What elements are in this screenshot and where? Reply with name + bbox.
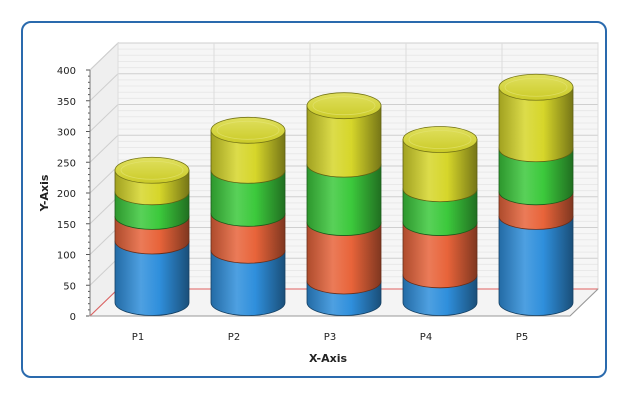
floor-right-edge bbox=[569, 288, 599, 317]
bar-segment bbox=[306, 105, 382, 178]
bar-segment bbox=[498, 86, 574, 163]
x-axis-title: X-Axis bbox=[309, 352, 348, 365]
bar-cap bbox=[210, 116, 286, 144]
bar-segment bbox=[210, 169, 286, 227]
bar-stack-p5 bbox=[498, 73, 574, 316]
x-tick-labels: P1 P2 P3 P4 P5 bbox=[132, 332, 528, 343]
y-tick-label: 100 bbox=[57, 251, 76, 262]
bar-segment bbox=[498, 216, 574, 316]
y-tick-label: 350 bbox=[57, 97, 76, 108]
y-tick-label: 50 bbox=[63, 281, 76, 292]
bar-segment bbox=[402, 139, 478, 203]
y-tick-label: 200 bbox=[57, 189, 76, 200]
y-tick-label: 0 bbox=[70, 312, 76, 323]
bar-cap bbox=[114, 156, 190, 184]
bar-stack-p3 bbox=[306, 92, 382, 316]
gridline-depth bbox=[89, 134, 119, 163]
y-tick-label: 400 bbox=[57, 66, 76, 77]
bar-segment bbox=[306, 163, 382, 236]
x-tick-label: P3 bbox=[324, 332, 336, 343]
bar-cap-highlight bbox=[216, 120, 280, 140]
bar-segment bbox=[402, 222, 478, 289]
bar-cap-highlight bbox=[312, 96, 376, 116]
x-tick-label: P4 bbox=[420, 332, 432, 343]
bar-cap bbox=[402, 126, 478, 153]
gridline-depth bbox=[89, 73, 119, 102]
y-tick-label: 250 bbox=[57, 158, 76, 169]
x-tick-label: P5 bbox=[516, 332, 528, 343]
bar-stack-p2 bbox=[210, 116, 286, 316]
bar-cap-highlight bbox=[408, 130, 472, 149]
x-tick-label: P2 bbox=[228, 332, 240, 343]
bar-segment bbox=[210, 249, 286, 316]
y-tick-labels: 0 50 100 150 200 250 300 350 400 bbox=[57, 66, 76, 323]
bar-stack-p4 bbox=[402, 126, 478, 316]
y-tick-label: 150 bbox=[57, 220, 76, 231]
gridline-depth bbox=[89, 165, 119, 194]
bar-cap bbox=[306, 92, 382, 120]
gridline-depth bbox=[89, 257, 119, 286]
gridline-depth bbox=[89, 227, 119, 255]
bar-segment bbox=[498, 148, 574, 206]
bar-segment bbox=[210, 129, 286, 184]
y-tick-label: 300 bbox=[57, 128, 76, 139]
x-tick-label: P1 bbox=[132, 332, 144, 343]
gridline-depth bbox=[89, 42, 119, 71]
gridline-depth bbox=[89, 196, 119, 225]
bar-stack-p1 bbox=[114, 156, 190, 316]
bar-segment bbox=[114, 240, 190, 316]
chart-bars bbox=[114, 73, 574, 316]
gridline-depth bbox=[89, 104, 119, 132]
floor-depth-line bbox=[89, 288, 119, 317]
bar-cap-highlight bbox=[120, 160, 184, 180]
y-axis-title: Y-Axis bbox=[38, 174, 51, 212]
bar-cap-highlight bbox=[504, 77, 568, 97]
bar-segment bbox=[210, 212, 286, 264]
bar-cap bbox=[498, 73, 574, 101]
bar-segment bbox=[306, 222, 382, 295]
